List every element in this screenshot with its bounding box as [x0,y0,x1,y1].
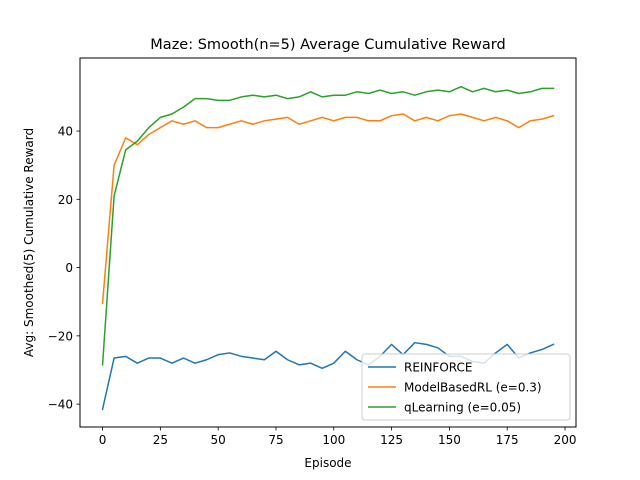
chart-title: Maze: Smooth(n=5) Average Cumulative Rew… [150,37,505,53]
x-tick-label: 100 [322,433,345,447]
x-axis-ticks: 0 25 50 75 100 125 150 175 200 [99,427,577,447]
y-tick-label: 40 [58,125,73,139]
y-axis-ticks: −40 −20 0 20 40 [48,125,80,412]
series-line-qlearning-e-0-05 [101,85,555,366]
plot-area-frame [79,57,577,428]
legend: REINFORCE ModelBasedRL (e=0.3) qLearning (… [361,353,571,421]
x-tick-label: 50 [211,433,226,447]
x-tick-label: 125 [380,433,403,447]
series-line-modelbasedrl-e-0-3 [101,113,555,305]
y-tick-label: 0 [65,261,73,275]
y-axis-label: Avg: Smoothed(5) Cumulative Reward [22,128,36,357]
y-tick-label: 20 [58,193,73,207]
x-tick-label: 175 [496,433,519,447]
legend-label: qLearning (e=0.05) [404,401,521,415]
x-axis-label: Episode [304,456,351,470]
legend-box [361,353,571,421]
x-tick-label: 150 [438,433,461,447]
x-tick-label: 0 [99,433,107,447]
y-tick-label: −20 [48,329,73,343]
legend-label: REINFORCE [404,361,472,375]
x-tick-label: 200 [554,433,577,447]
y-tick-label: −40 [48,398,73,412]
x-tick-label: 75 [268,433,283,447]
x-tick-label: 25 [153,433,168,447]
legend-label: ModelBasedRL (e=0.3) [404,381,542,395]
